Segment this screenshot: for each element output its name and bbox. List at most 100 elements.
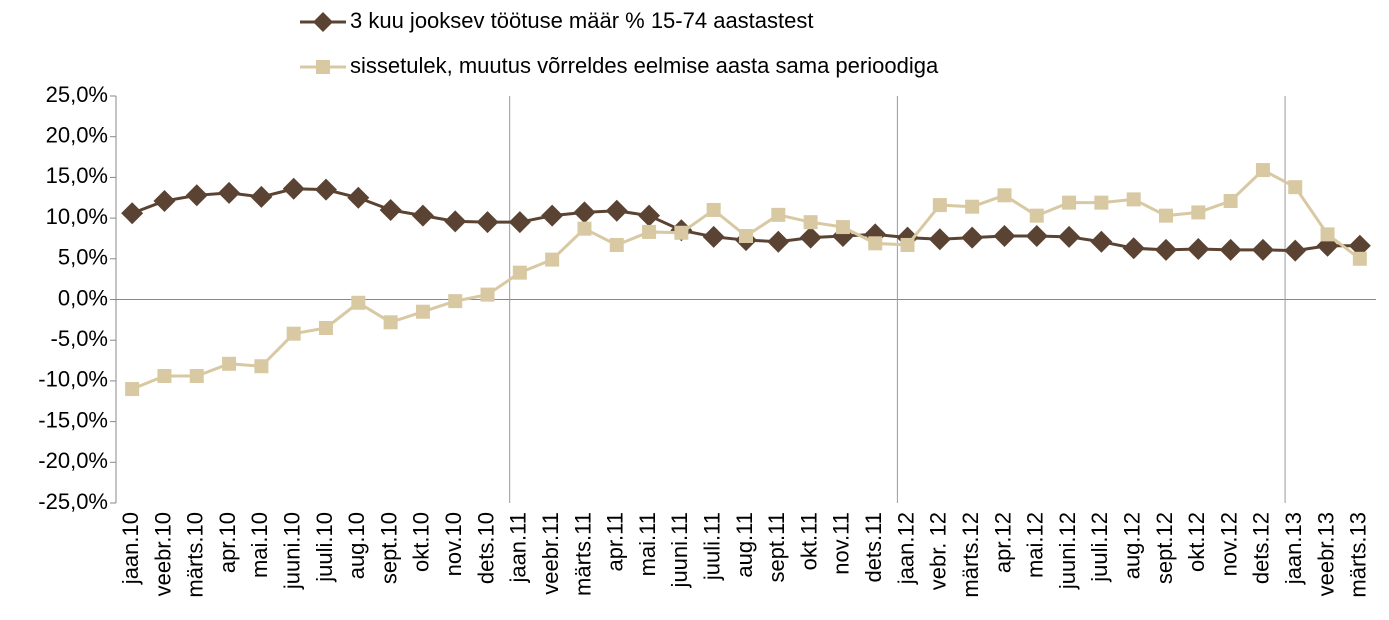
- point: [1191, 205, 1206, 220]
- x-tick-label: juuni.10: [280, 512, 305, 590]
- point: [476, 211, 499, 234]
- point: [444, 210, 467, 233]
- point: [315, 178, 337, 201]
- point: [185, 184, 208, 207]
- point: [803, 215, 818, 230]
- point: [868, 236, 883, 251]
- x-tick-label: märts.13: [1346, 512, 1371, 598]
- point: [577, 221, 592, 236]
- legend-marker: [316, 60, 330, 74]
- point: [1187, 238, 1210, 261]
- point: [1219, 238, 1242, 261]
- point: [928, 228, 951, 251]
- point: [282, 177, 305, 200]
- point: [1029, 208, 1044, 223]
- point: [319, 320, 333, 335]
- point: [771, 207, 786, 222]
- y-tick-label: 0,0%: [58, 285, 108, 310]
- point: [157, 369, 172, 384]
- point: [965, 199, 980, 214]
- point: [1159, 208, 1173, 223]
- x-tick-label: dets.12: [1249, 512, 1274, 584]
- x-tick-label: märts.12: [958, 512, 983, 598]
- point: [222, 356, 237, 371]
- point: [605, 199, 628, 222]
- point: [1320, 227, 1335, 242]
- x-tick-label: jaan.11: [506, 512, 531, 584]
- point: [480, 287, 495, 302]
- x-tick-label: apr.12: [990, 512, 1015, 573]
- x-tick-label: veebr.13: [1313, 512, 1338, 596]
- y-tick-label: 10,0%: [46, 204, 108, 229]
- x-tick-label: mai.11: [635, 512, 660, 576]
- x-tick-label: nov.11: [829, 512, 854, 575]
- point: [545, 252, 560, 267]
- x-tick-label: juuli.12: [1087, 512, 1112, 583]
- x-tick-label: sept.10: [376, 512, 401, 584]
- x-tick-label: nov.10: [441, 512, 466, 576]
- point: [448, 294, 463, 309]
- point: [702, 225, 725, 248]
- x-tick-label: okt.12: [1184, 512, 1209, 572]
- x-tick-label: juuni.11: [667, 512, 692, 588]
- x-tick-label: apr.10: [215, 512, 240, 573]
- point: [415, 304, 430, 319]
- x-tick-label: veebr.10: [150, 512, 175, 596]
- point: [993, 225, 1016, 248]
- point: [250, 185, 273, 208]
- point: [961, 226, 984, 249]
- point: [1126, 192, 1141, 207]
- legend-label: 3 kuu jooksev töötuse määr % 15-74 aasta…: [350, 8, 813, 33]
- x-tick-label: sept.11: [764, 512, 789, 583]
- x-tick-label: mai.10: [247, 512, 272, 578]
- x-tick-label: nov.12: [1216, 512, 1241, 576]
- x-tick-label: juuni.12: [1055, 512, 1080, 590]
- point: [1025, 225, 1048, 248]
- point: [799, 226, 822, 249]
- legend-marker: [313, 12, 333, 32]
- y-tick-label: -20,0%: [38, 448, 108, 473]
- x-tick-label: dets.11: [861, 512, 886, 583]
- point: [347, 186, 370, 209]
- point: [932, 198, 947, 213]
- point: [1058, 225, 1081, 248]
- point: [508, 211, 531, 234]
- point: [1090, 230, 1113, 253]
- point: [1094, 195, 1109, 210]
- x-tick-label: dets.10: [473, 512, 498, 584]
- point: [1348, 234, 1371, 257]
- y-tick-label: 15,0%: [46, 163, 108, 188]
- x-tick-label: apr.11: [603, 512, 628, 572]
- point: [1255, 163, 1270, 178]
- series-line: [131, 168, 1361, 391]
- x-tick-label: aug.10: [344, 512, 369, 579]
- x-tick-label: sept.12: [1152, 512, 1177, 584]
- point: [835, 220, 850, 235]
- x-tick-label: mai.12: [1023, 512, 1048, 578]
- x-tick-label: märts.10: [183, 512, 208, 598]
- point: [286, 326, 301, 341]
- point: [379, 198, 402, 221]
- point: [767, 230, 790, 253]
- point: [153, 190, 176, 213]
- point: [541, 204, 564, 227]
- x-tick-label: aug.11: [732, 512, 757, 578]
- point: [383, 315, 398, 330]
- point: [1062, 195, 1077, 210]
- x-tick-label: aug.12: [1120, 512, 1145, 579]
- x-tick-label: vebr. 12: [926, 512, 951, 590]
- x-tick-label: jaan.12: [893, 512, 918, 585]
- x-tick-label: veebr.11: [538, 512, 563, 595]
- y-tick-label: -15,0%: [38, 407, 108, 432]
- point: [254, 359, 269, 374]
- y-tick-label: 20,0%: [46, 123, 108, 148]
- point: [1155, 238, 1177, 261]
- y-tick-label: -5,0%: [51, 326, 108, 351]
- point: [351, 295, 366, 310]
- point: [1352, 251, 1367, 266]
- point: [1284, 239, 1307, 262]
- point: [706, 202, 721, 217]
- point: [573, 201, 596, 224]
- point: [125, 382, 140, 397]
